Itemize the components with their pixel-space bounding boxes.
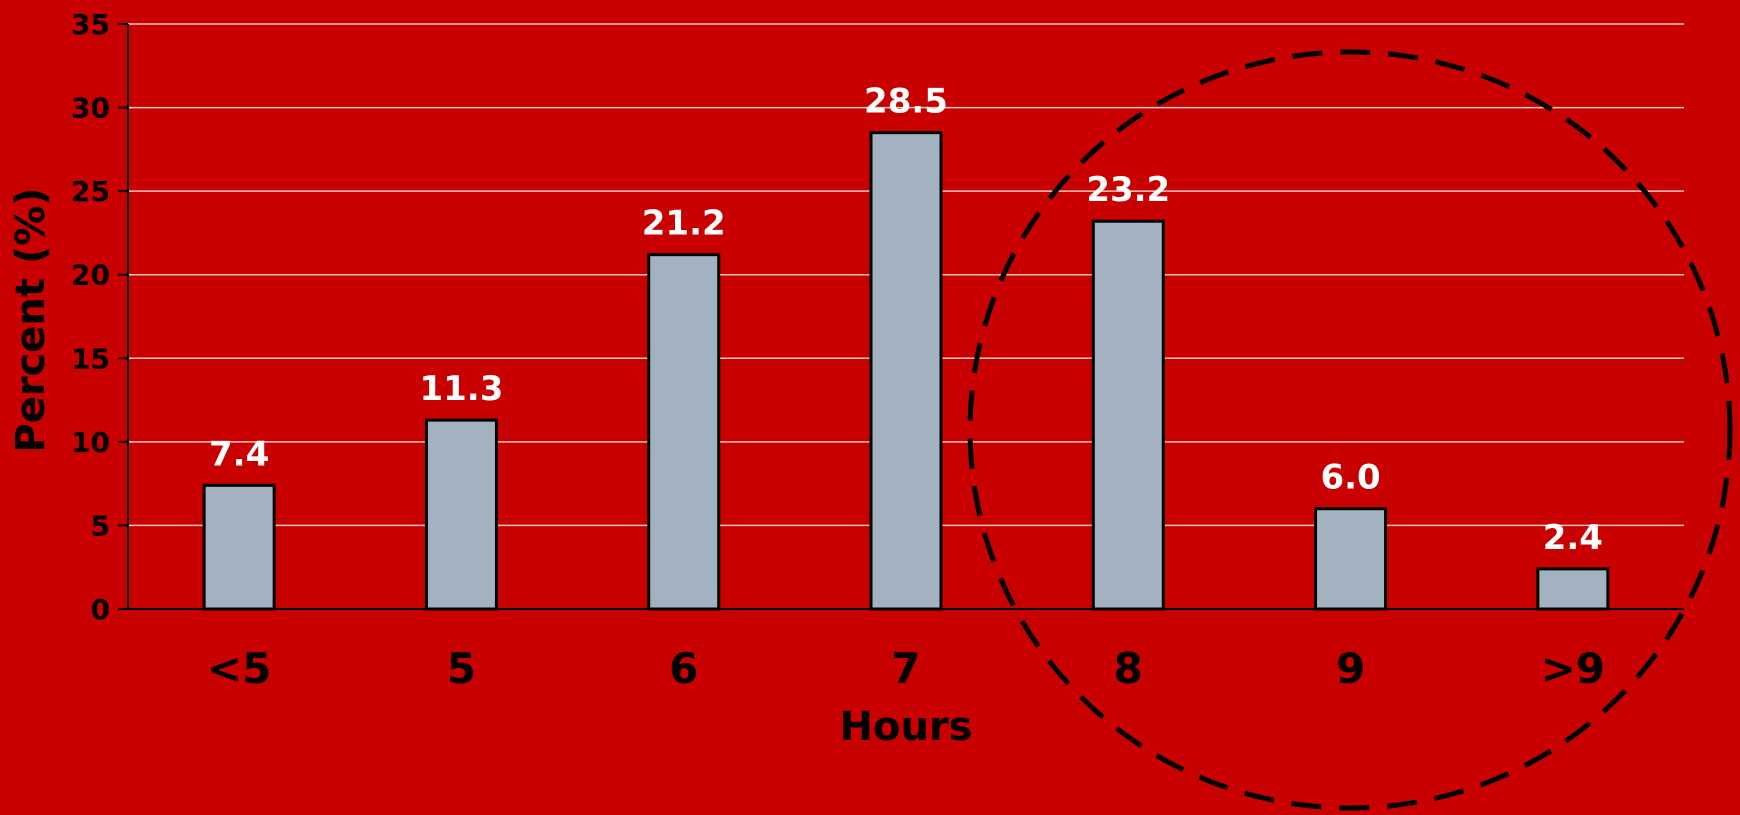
- bar-data-label: 2.4: [1543, 518, 1603, 558]
- x-tick-label: <5: [207, 644, 271, 693]
- bar-data-label: 6.0: [1320, 458, 1380, 498]
- y-tick-label: 10: [71, 426, 110, 459]
- x-tick-label: 7: [891, 644, 920, 693]
- bar-data-label: 28.5: [864, 82, 948, 122]
- y-axis-title: Percent (%): [8, 187, 54, 452]
- x-tick-label: 5: [447, 644, 476, 693]
- bar: [869, 131, 943, 611]
- y-axis: 0 5 10 15 20 25 30 35: [71, 8, 129, 626]
- bar: [1314, 507, 1388, 611]
- x-tick-label: 8: [1114, 644, 1143, 693]
- y-tick-label: 25: [71, 175, 110, 208]
- bar: [1091, 219, 1165, 611]
- bar: [424, 418, 498, 611]
- bar-data-label: 7.4: [209, 434, 269, 474]
- bar-data-label: 21.2: [642, 204, 726, 244]
- y-tick-label: 35: [71, 8, 110, 41]
- bar-data-label: 23.2: [1086, 170, 1170, 210]
- bar: [202, 483, 276, 611]
- x-axis-title: Hours: [840, 704, 973, 750]
- bars: 7.4 11.3 21.2 28.5 23.2 6.0 2.4: [202, 82, 1610, 611]
- x-axis: <5 5 6 7 8 9 >9: [128, 608, 1684, 693]
- y-tick-label: 30: [71, 92, 110, 125]
- y-tick-label: 20: [71, 259, 110, 292]
- x-tick-label: 9: [1336, 644, 1365, 693]
- x-tick-label: >9: [1541, 644, 1605, 693]
- x-tick-label: 6: [669, 644, 698, 693]
- bar: [647, 253, 721, 611]
- bar: [1536, 567, 1610, 611]
- y-tick-label: 15: [71, 342, 110, 375]
- bar-data-label: 11.3: [419, 369, 503, 409]
- y-tick-label: 5: [91, 509, 110, 542]
- highlight-ellipse: [967, 49, 1733, 811]
- y-tick-label: 0: [91, 593, 110, 626]
